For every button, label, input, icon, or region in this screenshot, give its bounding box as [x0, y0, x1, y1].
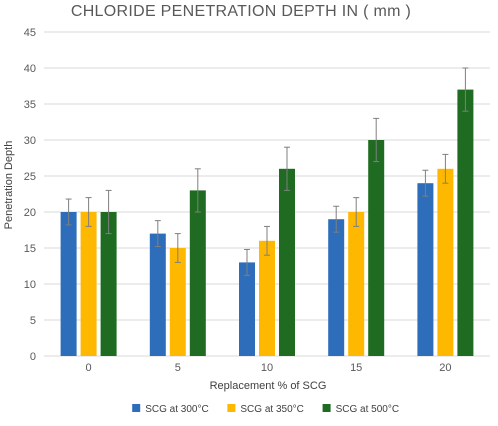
error-bar [462, 67, 469, 112]
error-bar [65, 198, 72, 226]
legend-label: SCG at 350°C [240, 404, 303, 415]
x-tick-label: 20 [439, 362, 451, 374]
bar [239, 262, 255, 356]
bar [368, 140, 385, 356]
error-bar [353, 197, 360, 227]
x-axis-label: Replacement % of SCG [210, 380, 327, 392]
y-tick-label: 30 [24, 135, 36, 147]
y-tick-label: 20 [24, 207, 36, 219]
error-bars [65, 67, 469, 276]
bar [437, 168, 454, 356]
x-tick-label: 5 [175, 362, 181, 374]
bar [259, 240, 275, 356]
bar [60, 212, 77, 356]
bar [189, 190, 206, 356]
y-tick-label: 10 [24, 279, 36, 291]
error-bar [244, 248, 250, 276]
legend-item: SCG at 300°C [132, 404, 209, 415]
chart-title: CHLORIDE PENETRATION DEPTH IN ( mm ) [71, 3, 411, 20]
error-bar [442, 153, 449, 184]
y-tick-label: 40 [24, 63, 36, 75]
legend-item: SCG at 350°C [227, 404, 304, 415]
legend-swatch [322, 404, 331, 412]
error-bar [174, 233, 181, 263]
error-bar [194, 168, 201, 213]
error-bar [422, 169, 429, 197]
bar [169, 248, 186, 356]
legend-swatch [132, 404, 141, 412]
error-bar [333, 205, 340, 233]
bar [328, 219, 345, 356]
error-bar [105, 189, 112, 235]
y-axis-label: Penetration Depth [3, 141, 15, 230]
legend-item: SCG at 500°C [322, 404, 399, 415]
x-tick-labels: 0 5 10 15 20 [86, 362, 452, 374]
x-tick-label: 0 [86, 362, 92, 374]
error-bar [85, 197, 92, 227]
y-tick-label: 15 [24, 243, 36, 255]
y-tick-label: 45 [24, 27, 36, 39]
y-tick-label: 25 [24, 171, 36, 183]
bar [100, 212, 117, 356]
bar [279, 168, 295, 356]
bar [80, 212, 97, 356]
legend-label: SCG at 300°C [145, 404, 208, 415]
error-bar [373, 117, 380, 163]
gridlines [44, 31, 490, 357]
x-tick-label: 10 [261, 362, 273, 374]
bar [348, 212, 365, 356]
bar [457, 89, 474, 356]
y-tick-label: 5 [30, 315, 36, 327]
bars [60, 89, 474, 356]
error-bar [264, 225, 270, 256]
legend: SCG at 300°C SCG at 350°C SCG at 500°C [132, 404, 399, 415]
legend-label: SCG at 500°C [336, 404, 399, 415]
error-bar [154, 220, 161, 248]
y-tick-label: 35 [24, 99, 36, 111]
y-tick-labels: 0 5 10 15 20 25 30 35 40 45 [24, 27, 36, 363]
legend-swatch [227, 404, 236, 412]
error-bar [284, 146, 290, 191]
y-tick-label: 0 [30, 351, 36, 363]
bar [149, 233, 166, 356]
bar [417, 183, 434, 356]
x-tick-label: 15 [350, 362, 362, 374]
